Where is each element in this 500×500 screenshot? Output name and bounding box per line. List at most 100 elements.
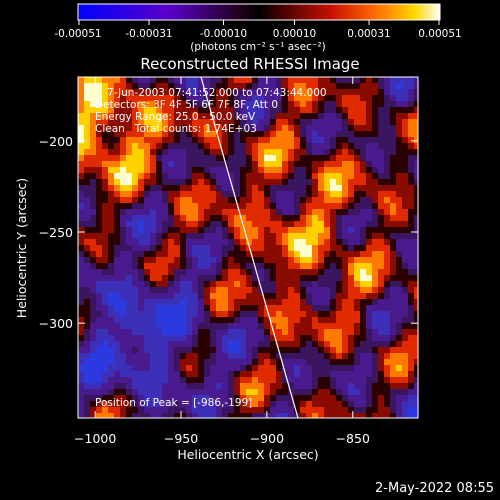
image-pixel [162,173,168,179]
image-pixel [174,245,180,251]
image-pixel [414,293,418,299]
image-pixel [240,287,246,293]
image-pixel [366,281,372,287]
image-pixel [408,203,414,209]
info-line-counts: Clean Total counts: 1.74E+03 [95,123,257,135]
image-pixel [324,407,330,413]
image-pixel [216,131,222,137]
image-pixel [204,263,210,269]
image-pixel [240,407,246,413]
image-pixel [114,215,120,221]
image-pixel [180,275,186,281]
image-pixel [360,329,366,335]
image-pixel [324,323,330,329]
image-pixel [282,149,288,155]
image-pixel [294,371,300,377]
image-pixel [282,197,288,203]
image-pixel [84,335,90,341]
image-pixel [360,299,366,305]
image-pixel [312,185,318,191]
image-pixel [126,233,132,239]
image-pixel [384,251,390,257]
image-pixel [210,341,216,347]
image-pixel [414,347,418,353]
image-pixel [228,299,234,305]
image-pixel [276,149,282,155]
image-pixel [396,95,402,101]
image-pixel [294,281,300,287]
image-pixel [84,389,90,395]
image-pixel [216,317,222,323]
image-pixel [168,347,174,353]
image-pixel [150,245,156,251]
image-pixel [264,269,270,275]
image-pixel [318,227,324,233]
image-pixel [342,143,348,149]
image-pixel [378,167,384,173]
image-pixel [318,317,324,323]
image-pixel [90,353,96,359]
image-pixel [132,155,138,161]
image-pixel [216,341,222,347]
image-pixel [270,317,276,323]
image-pixel [144,197,150,203]
image-pixel [366,167,372,173]
image-pixel [324,371,330,377]
image-pixel [210,215,216,221]
image-pixel [84,305,90,311]
image-pixel [126,125,132,131]
image-pixel [102,167,108,173]
image-pixel [192,281,198,287]
image-pixel [408,287,414,293]
image-pixel [240,179,246,185]
image-pixel [336,119,342,125]
image-pixel [228,401,234,407]
image-pixel [198,263,204,269]
image-pixel [126,221,132,227]
image-pixel [228,359,234,365]
image-pixel [288,347,294,353]
image-pixel [222,335,228,341]
image-pixel [396,179,402,185]
image-pixel [84,209,90,215]
image-pixel [144,185,150,191]
y-tick-label: −250 [39,225,73,240]
image-pixel [162,95,168,101]
image-pixel [210,323,216,329]
image-pixel [348,83,354,89]
image-pixel [156,299,162,305]
image-pixel [216,173,222,179]
image-pixel [174,209,180,215]
image-pixel [330,113,336,119]
image-pixel [246,323,252,329]
image-pixel [210,287,216,293]
image-pixel [252,155,258,161]
image-pixel [246,371,252,377]
image-pixel [150,269,156,275]
image-pixel [294,365,300,371]
image-pixel [276,353,282,359]
image-pixel [150,227,156,233]
image-pixel [78,149,84,155]
image-pixel [240,341,246,347]
image-pixel [318,323,324,329]
image-pixel [246,389,252,395]
image-pixel [336,395,342,401]
image-pixel [408,293,414,299]
image-pixel [300,407,306,413]
image-pixel [378,215,384,221]
image-pixel [396,221,402,227]
image-pixel [252,77,258,83]
image-pixel [306,413,312,418]
image-pixel [246,137,252,143]
image-pixel [234,371,240,377]
image-pixel [114,131,120,137]
image-pixel [114,329,120,335]
image-pixel [258,149,264,155]
image-pixel [288,185,294,191]
image-pixel [318,263,324,269]
image-pixel [198,293,204,299]
image-pixel [276,401,282,407]
image-pixel [234,89,240,95]
image-pixel [252,125,258,131]
